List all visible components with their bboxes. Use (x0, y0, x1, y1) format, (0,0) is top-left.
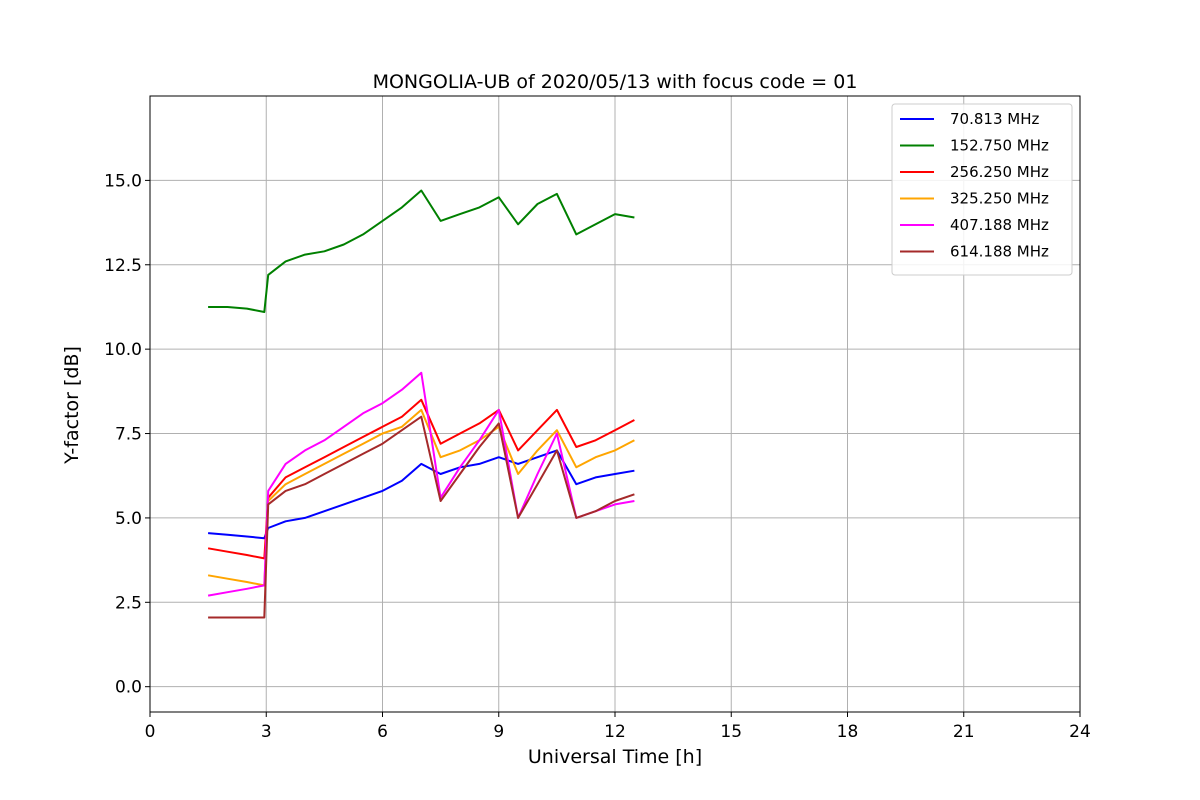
y-tick-label: 7.5 (115, 425, 142, 445)
x-tick-label: 21 (953, 722, 975, 742)
x-tick-label: 6 (377, 722, 388, 742)
y-axis-label: Y-factor [dB] (61, 346, 83, 465)
legend-label: 325.250 MHz (950, 190, 1049, 208)
y-tick-label: 5.0 (115, 509, 142, 529)
legend-box (891, 103, 1073, 276)
chart-title: MONGOLIA-UB of 2020/05/13 with focus cod… (373, 71, 858, 93)
y-tick-label: 12.5 (104, 256, 142, 276)
x-tick-label: 9 (493, 722, 504, 742)
legend-label: 407.188 MHz (950, 216, 1049, 234)
legend-label: 256.250 MHz (950, 163, 1049, 181)
legend-label: 614.188 MHz (950, 243, 1049, 261)
y-tick-label: 0.0 (115, 678, 142, 698)
legend: 70.813 MHz 152.750 MHz 256.250 MHz 325.250 … (891, 103, 1073, 276)
x-tick-label: 18 (837, 722, 859, 742)
x-tick-label: 24 (1069, 722, 1091, 742)
x-tick-label: 12 (604, 722, 626, 742)
y-tick-label: 10.0 (104, 340, 142, 360)
series-line-152-750-mhz (208, 189, 635, 313)
legend-label: 152.750 MHz (950, 137, 1049, 155)
legend-label: 70.813 MHz (950, 110, 1039, 128)
x-tick-label: 3 (261, 722, 272, 742)
axis-ticks: 0 3 6 9 12 15 18 21 24 0.0 2.5 5.0 7.5 10.0 12.5 15.0 (104, 171, 1091, 742)
series-line-614-188-mhz (208, 415, 635, 619)
y-tick-label: 2.5 (115, 593, 142, 613)
y-tick-label: 15.0 (104, 171, 142, 191)
x-tick-label: 15 (720, 722, 742, 742)
x-axis-label: Universal Time [h] (528, 746, 702, 768)
x-tick-label: 0 (145, 722, 156, 742)
series-layer (207, 189, 635, 619)
